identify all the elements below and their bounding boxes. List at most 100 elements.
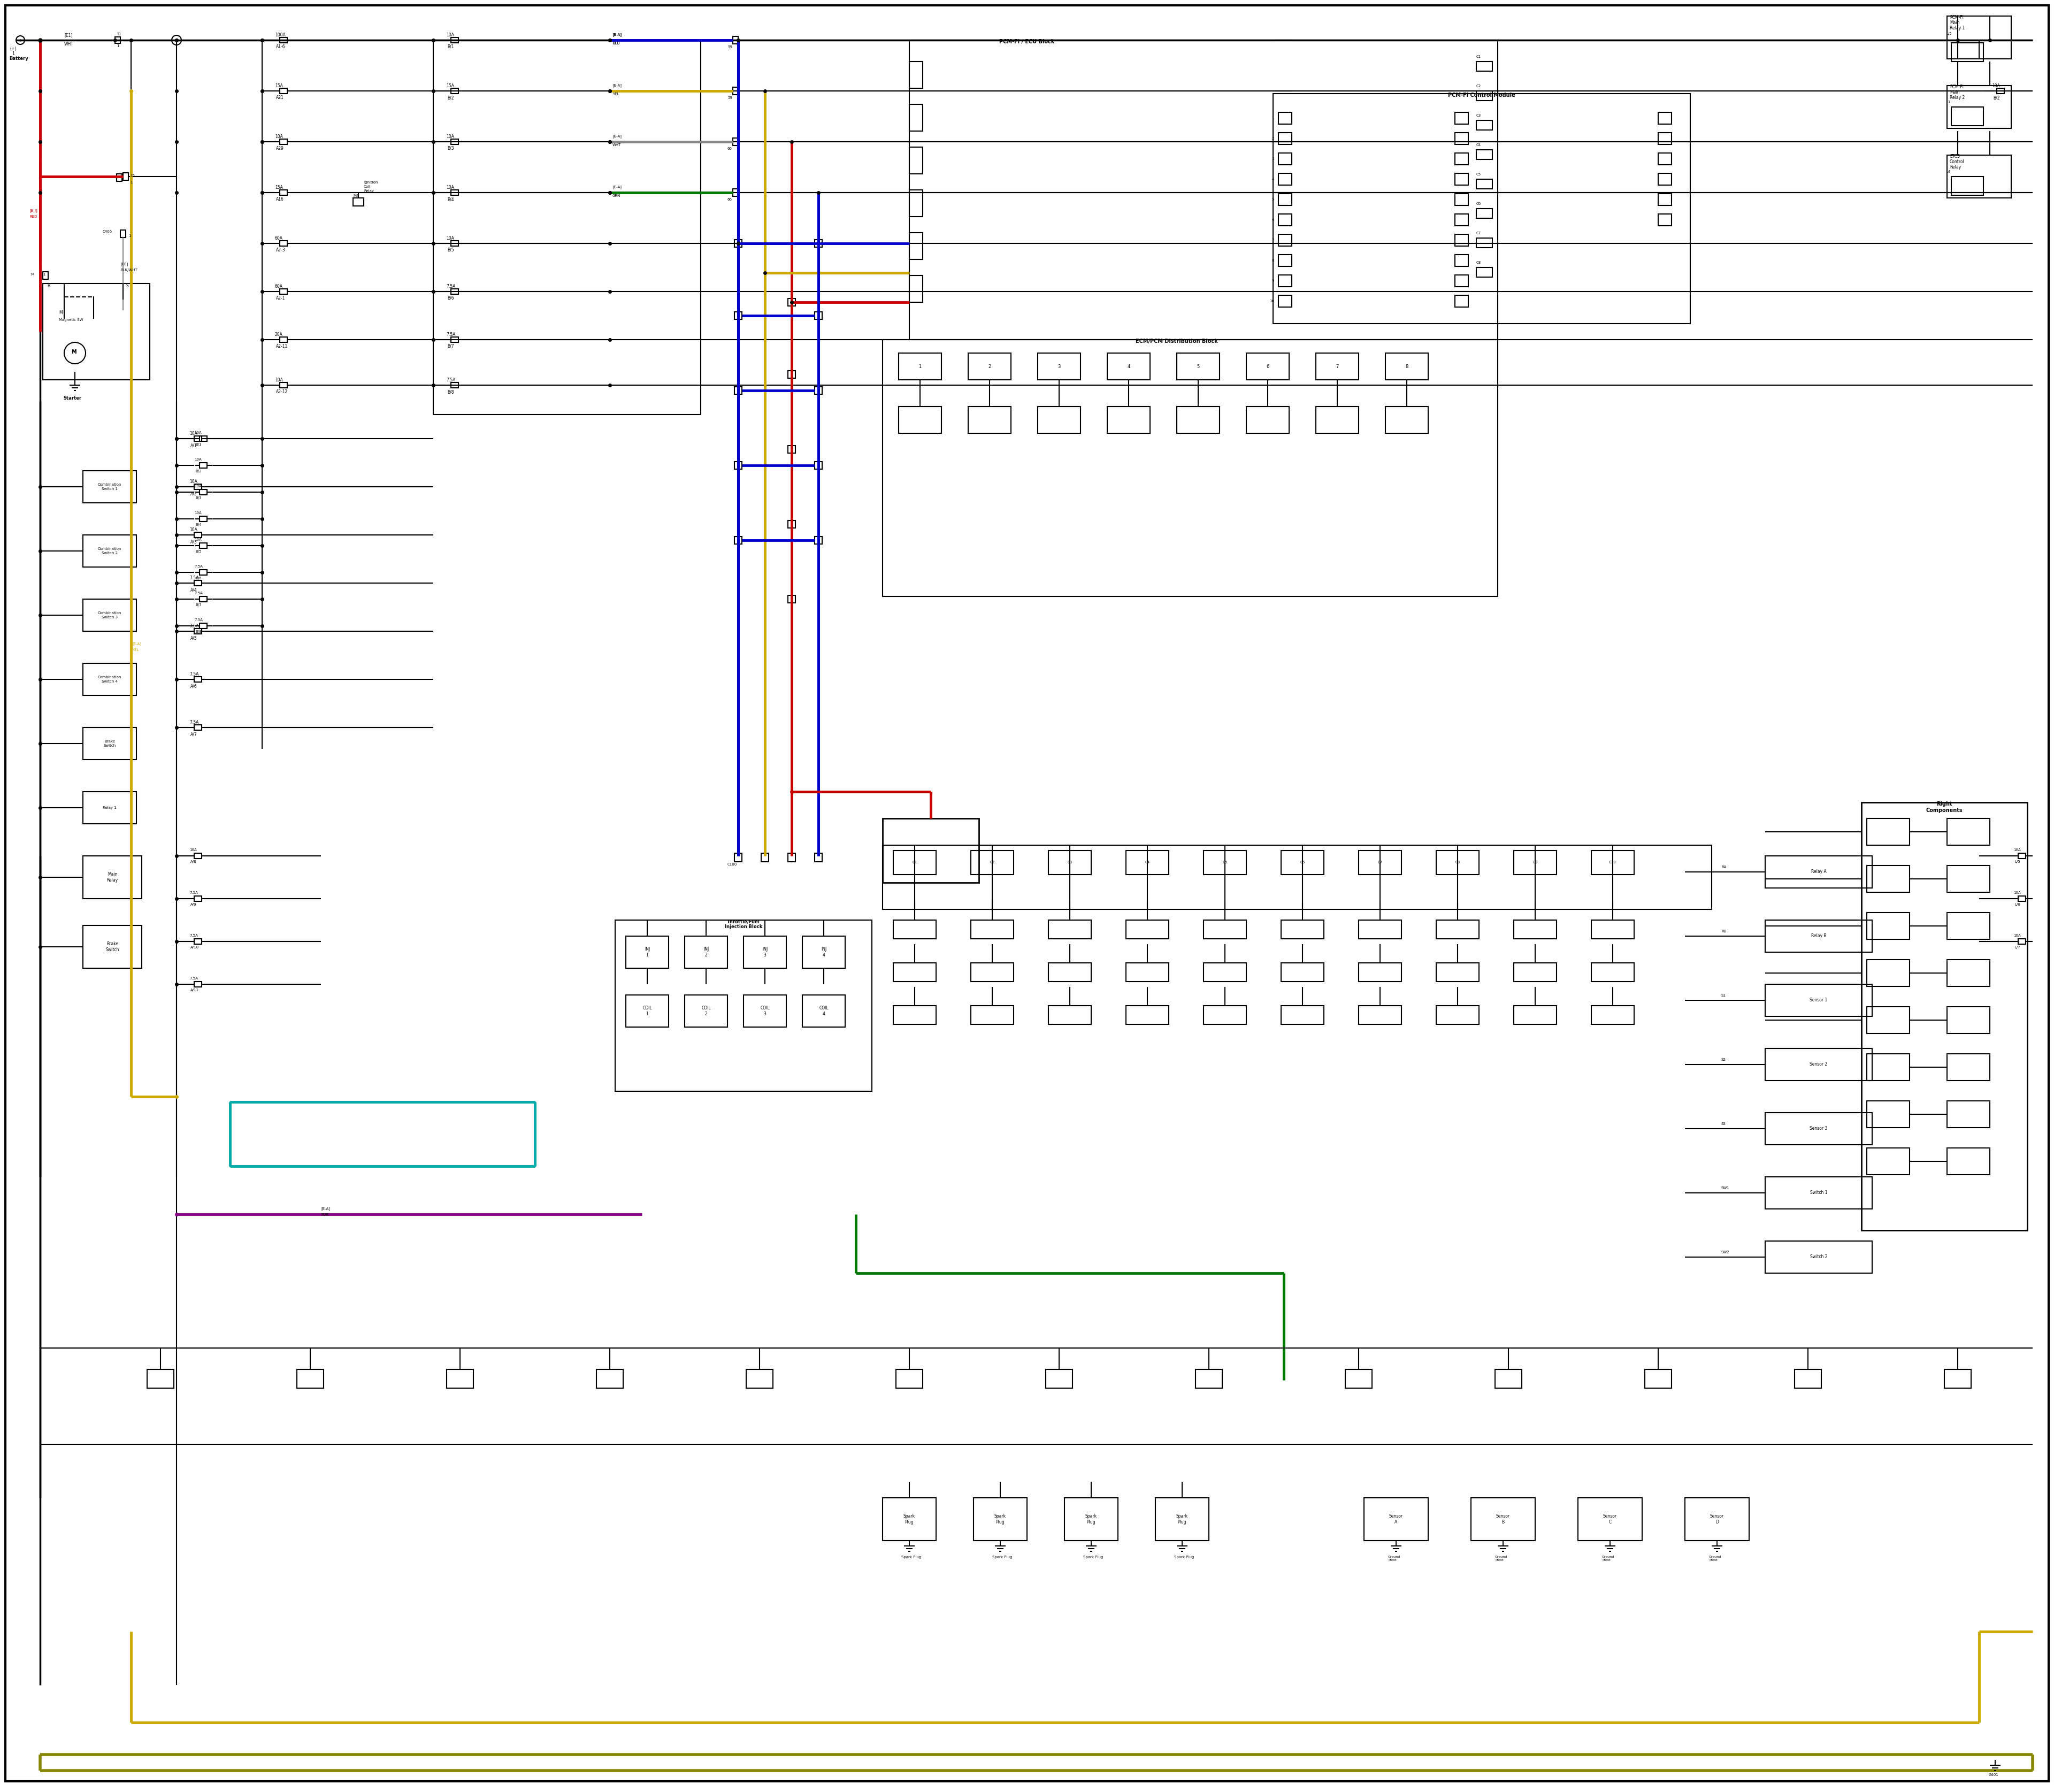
Bar xyxy=(1364,1498,1428,1541)
Text: B/6: B/6 xyxy=(448,296,454,301)
Text: Ground
Point: Ground Point xyxy=(1602,1555,1614,1561)
Bar xyxy=(910,276,922,303)
Bar xyxy=(972,962,1013,982)
Text: PCM-FI: PCM-FI xyxy=(1949,84,1964,90)
Text: T4: T4 xyxy=(31,272,35,276)
Bar xyxy=(815,853,822,862)
Bar xyxy=(735,462,741,470)
Text: A2-11: A2-11 xyxy=(275,344,288,349)
Text: L1: L1 xyxy=(1945,100,1951,104)
Bar xyxy=(910,104,922,131)
Bar xyxy=(1317,353,1358,380)
Bar xyxy=(1577,1498,1641,1541)
Text: C8: C8 xyxy=(1454,860,1460,864)
Bar xyxy=(279,382,288,387)
Text: 7.5A: 7.5A xyxy=(189,624,199,629)
Text: 59: 59 xyxy=(727,45,731,48)
Bar xyxy=(733,88,737,95)
Text: C3: C3 xyxy=(1477,115,1481,116)
Text: 10A: 10A xyxy=(446,134,454,140)
Text: RA: RA xyxy=(1721,866,1725,869)
Bar xyxy=(614,919,871,1091)
Text: Spark
Plug: Spark Plug xyxy=(904,1514,916,1525)
Bar xyxy=(1384,353,1428,380)
Bar xyxy=(972,1005,1013,1025)
Text: 59: 59 xyxy=(727,97,731,100)
Text: C4: C4 xyxy=(1144,860,1150,864)
Bar xyxy=(684,935,727,968)
Bar xyxy=(1861,803,2027,1231)
Text: RB: RB xyxy=(1721,930,1725,934)
Text: G401: G401 xyxy=(1988,1774,1999,1776)
Text: INJ
4: INJ 4 xyxy=(822,946,826,957)
Bar xyxy=(1048,962,1091,982)
Text: A/5: A/5 xyxy=(191,636,197,640)
Text: (+): (+) xyxy=(10,47,16,52)
Text: Relay 2: Relay 2 xyxy=(1949,95,1966,100)
Bar xyxy=(195,677,201,683)
Text: A/11: A/11 xyxy=(191,989,199,991)
Bar xyxy=(1658,133,1672,145)
Text: C7: C7 xyxy=(1477,231,1481,235)
Text: 7.5A: 7.5A xyxy=(189,575,199,581)
Bar xyxy=(195,484,201,489)
Bar xyxy=(883,846,1711,909)
Bar xyxy=(883,1498,937,1541)
Bar xyxy=(199,462,207,468)
Text: 2: 2 xyxy=(988,364,990,369)
Bar xyxy=(1996,88,2005,93)
Text: 60A: 60A xyxy=(275,237,283,240)
Bar xyxy=(815,536,822,545)
Text: 7.5A: 7.5A xyxy=(189,672,199,677)
Bar xyxy=(279,88,288,93)
Bar xyxy=(1045,1369,1072,1389)
Bar xyxy=(1947,819,1990,846)
Bar xyxy=(1278,254,1292,267)
Text: 15A: 15A xyxy=(275,185,283,190)
Text: S1: S1 xyxy=(1721,995,1725,996)
Bar xyxy=(1317,407,1358,434)
Bar xyxy=(684,995,727,1027)
Bar xyxy=(1867,866,1910,892)
Bar xyxy=(744,935,787,968)
Text: Sensor
C: Sensor C xyxy=(1602,1514,1616,1525)
Text: B/4: B/4 xyxy=(448,197,454,202)
Text: 10A: 10A xyxy=(2013,891,2021,894)
Text: 2: 2 xyxy=(1271,136,1273,140)
Bar xyxy=(1947,1149,1990,1176)
Bar xyxy=(199,624,207,629)
Text: Spark Plug: Spark Plug xyxy=(1082,1555,1103,1559)
Bar xyxy=(1454,194,1469,206)
Text: 7.5A: 7.5A xyxy=(189,720,199,724)
Bar xyxy=(1684,1498,1750,1541)
Bar xyxy=(82,857,142,898)
Text: B/2: B/2 xyxy=(1992,95,2001,100)
Bar xyxy=(195,982,201,987)
Bar xyxy=(1037,353,1080,380)
Text: 10A: 10A xyxy=(446,32,454,38)
Text: Combination
Switch 3: Combination Switch 3 xyxy=(99,611,121,618)
Text: 7.5A: 7.5A xyxy=(446,378,456,382)
Text: B/7: B/7 xyxy=(448,344,454,349)
Bar xyxy=(746,1369,772,1389)
Text: PCM-FI / ECU Block: PCM-FI / ECU Block xyxy=(1000,39,1054,45)
Bar xyxy=(1204,962,1247,982)
Text: 1: 1 xyxy=(43,272,45,276)
Text: A/2: A/2 xyxy=(191,491,197,496)
Text: Relay A: Relay A xyxy=(1812,869,1826,874)
Bar xyxy=(452,289,458,294)
Text: B/8: B/8 xyxy=(195,631,201,633)
Text: L/6: L/6 xyxy=(2015,903,2021,907)
Text: B/1: B/1 xyxy=(448,45,454,48)
Text: INJ
1: INJ 1 xyxy=(645,946,649,957)
Text: C100: C100 xyxy=(727,862,737,866)
Bar xyxy=(279,38,288,43)
Text: Sensor
A: Sensor A xyxy=(1389,1514,1403,1525)
Bar xyxy=(1154,1498,1210,1541)
Bar xyxy=(1345,1369,1372,1389)
Bar xyxy=(1278,174,1292,185)
Bar xyxy=(1764,919,1871,952)
Text: 10A: 10A xyxy=(195,538,201,541)
Bar xyxy=(1278,296,1292,306)
Text: 5: 5 xyxy=(1197,364,1200,369)
